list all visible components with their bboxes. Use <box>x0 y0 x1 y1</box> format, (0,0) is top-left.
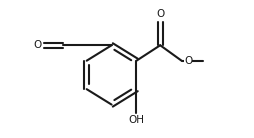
Text: O: O <box>33 40 42 50</box>
Text: OH: OH <box>129 115 145 125</box>
Text: O: O <box>156 9 164 19</box>
Text: O: O <box>184 56 192 66</box>
